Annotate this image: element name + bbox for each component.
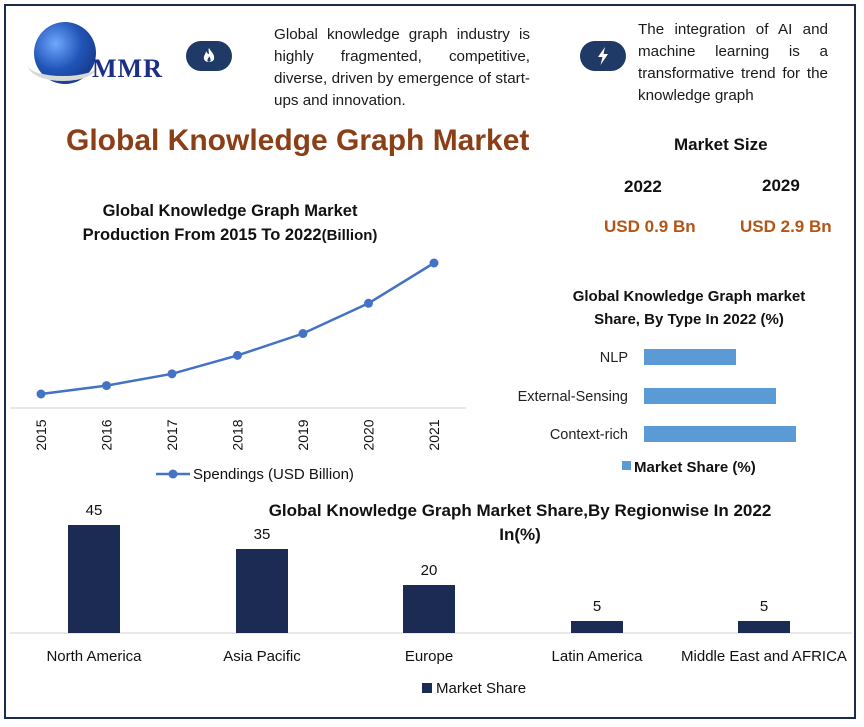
region-chart-title: Global Knowledge Graph Market Share,By R…: [268, 501, 772, 544]
region-share-chart: 45 North America 35 Asia Pacific 20 Europe 5 La…: [10, 502, 852, 697]
page-title: Global Knowledge Graph Market: [66, 124, 530, 157]
logo-text: MMR: [92, 54, 163, 83]
market-size-value-2029: USD 2.9 Bn: [740, 217, 832, 236]
line-point-2018: [233, 350, 242, 360]
region-category-label-asia-pacific: Asia Pacific: [223, 648, 301, 665]
lightning-icon: [580, 41, 626, 71]
region-data-label-asia-pacific: 35: [254, 526, 271, 543]
region-data-label-middle-east-and-africa: 5: [760, 598, 768, 615]
type-share-chart: NLP External-Sensing Context-rich Market Sh…: [518, 349, 796, 476]
type-category-label-external-sensing: External-Sensing: [518, 389, 628, 405]
series-line-spendings: [40, 261, 435, 396]
type-category-label-context-rich: Context-rich: [550, 427, 628, 443]
type-legend-marker: [622, 461, 631, 470]
region-category-label-north-america: North America: [46, 648, 142, 665]
line-point-2019: [298, 329, 308, 339]
line-point-2015: [36, 389, 46, 399]
logo-swoosh: [28, 50, 98, 81]
line-chart-title-text: Global Knowledge Graph Market Production…: [82, 202, 358, 244]
line-point-2021: [429, 258, 439, 268]
x-tick-label-2017: 2017: [164, 419, 180, 450]
line-point-2017: [167, 369, 177, 379]
region-bar-latin-america: [571, 621, 623, 633]
type-bar-context-rich: [644, 426, 796, 442]
market-size-year-2022: 2022: [624, 177, 662, 196]
type-bar-nlp: [644, 349, 736, 365]
legend-point-marker: [168, 469, 178, 479]
type-bar-external-sensing: [644, 388, 776, 404]
region-bar-asia-pacific: [236, 549, 288, 633]
x-tick-label-2019: 2019: [295, 419, 311, 450]
region-legend-marker: [422, 683, 432, 693]
region-category-label-latin-america: Latin America: [552, 648, 644, 665]
x-tick-label-2015: 2015: [33, 419, 49, 450]
line-chart-title: Global Knowledge Graph Market Production…: [60, 199, 400, 248]
x-tick-label-2016: 2016: [99, 419, 115, 450]
region-bar-europe: [403, 585, 455, 633]
line-chart-title-suffix: (Billion): [321, 227, 378, 244]
type-legend-label: Market Share (%): [634, 459, 756, 476]
line-point-2020: [364, 298, 373, 308]
x-tick-label-2021: 2021: [426, 419, 442, 450]
region-data-label-north-america: 45: [86, 502, 103, 519]
line-chart: 2015 2016 2017 2018 2019 2020 2021 Spendings (U…: [10, 258, 466, 483]
region-bar-north-america: [68, 525, 120, 633]
region-data-label-europe: 20: [421, 562, 438, 579]
blurb-left: Global knowledge graph industry is highl…: [274, 26, 530, 109]
flame-icon: [186, 41, 232, 71]
region-data-label-latin-america: 5: [593, 598, 601, 615]
region-category-label-europe: Europe: [405, 648, 453, 665]
x-tick-label-2018: 2018: [230, 419, 246, 450]
type-category-label-nlp: NLP: [600, 350, 628, 366]
market-size-year-2029: 2029: [762, 176, 800, 195]
type-chart-title: Global Knowledge Graph market Share, By …: [572, 288, 806, 328]
region-legend-label: Market Share: [436, 680, 526, 697]
x-tick-label-2020: 2020: [361, 419, 377, 450]
region-category-label-middle-east-and-africa: Middle East and AFRICA: [681, 648, 847, 665]
region-bar-middle-east-and-africa: [738, 621, 790, 633]
line-point-2016: [102, 381, 111, 391]
market-size-heading: Market Size: [674, 135, 768, 154]
blurb-right: The integration of AI and machine learni…: [638, 21, 828, 104]
legend-label-spendings: Spendings (USD Billion): [193, 466, 354, 483]
market-size-value-2022: USD 0.9 Bn: [604, 217, 696, 236]
